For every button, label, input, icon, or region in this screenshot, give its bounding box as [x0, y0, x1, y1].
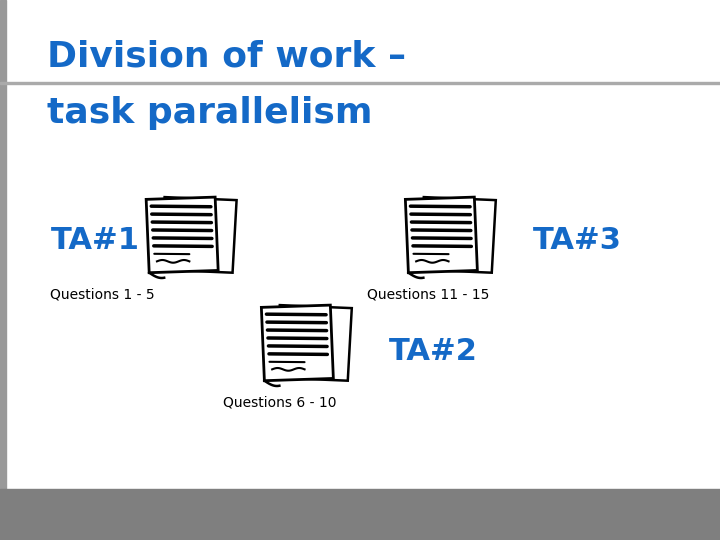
Text: K: K	[40, 502, 55, 521]
Text: TA#2: TA#2	[389, 336, 477, 366]
Polygon shape	[161, 197, 237, 273]
Text: Division of work –: Division of work –	[47, 40, 406, 73]
Text: 34: 34	[681, 508, 698, 521]
Text: MORGAN KAUFMANN: MORGAN KAUFMANN	[22, 526, 79, 531]
Polygon shape	[420, 197, 496, 273]
Bar	[0, 82, 720, 84]
Text: TA#1: TA#1	[50, 226, 140, 255]
Text: Copyright © 2010, Elsevier Inc. All rights Reserved: Copyright © 2010, Elsevier Inc. All righ…	[210, 508, 510, 521]
Text: Questions 6 - 10: Questions 6 - 10	[223, 395, 337, 409]
Text: Questions 11 - 15: Questions 11 - 15	[367, 287, 490, 301]
Polygon shape	[405, 197, 477, 273]
Text: TA#3: TA#3	[533, 226, 621, 255]
Text: M: M	[22, 502, 41, 521]
Text: Questions 1 - 5: Questions 1 - 5	[50, 287, 155, 301]
Text: task parallelism: task parallelism	[47, 97, 372, 130]
Bar	[0, 489, 720, 540]
Polygon shape	[276, 305, 352, 381]
Polygon shape	[146, 197, 218, 273]
Polygon shape	[261, 305, 333, 381]
Bar	[0, 0, 6, 489]
